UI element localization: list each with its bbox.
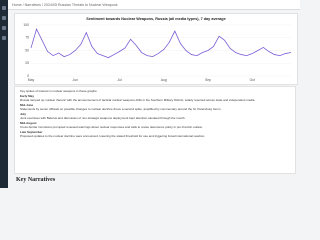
x-tick-label: Jun xyxy=(73,78,79,82)
item-title: Mid-June xyxy=(20,103,34,108)
section-heading: Key Narratives xyxy=(16,177,56,183)
item-text: Proposed updates to the nuclear doctrine… xyxy=(20,133,206,138)
nav-icon[interactable] xyxy=(2,6,6,10)
y-tick-label: 75 xyxy=(25,36,29,40)
nav-icon[interactable] xyxy=(2,36,6,40)
page: Home / Narratives / 2024/05 Russian Thre… xyxy=(0,0,300,188)
summary-intro: Key spikes of interest in nuclear weapon… xyxy=(20,89,98,93)
sidebar xyxy=(0,0,8,188)
y-tick-label: 25 xyxy=(25,61,29,65)
chart-title: Sentiment towards Nuclear Weapons, Russi… xyxy=(86,17,225,21)
x-tick-label: Jul xyxy=(117,78,122,82)
item-text: Cross-border incursions prompted renewed… xyxy=(20,124,203,129)
item-text: Statements by senior officials on possib… xyxy=(20,106,222,111)
nav-icon[interactable] xyxy=(2,16,6,20)
y-tick-label: 0 xyxy=(27,74,29,78)
item-title: Late September xyxy=(20,129,43,134)
summary-list: Early May Russia ramped up nuclear rhetor… xyxy=(20,94,290,138)
line xyxy=(30,27,292,59)
nav-icon[interactable] xyxy=(2,26,6,30)
chart: Sentiment towards Nuclear Weapons, Russi… xyxy=(23,17,292,82)
item-title: Early May xyxy=(20,94,35,99)
x-tick-label: Aug xyxy=(161,78,167,82)
summary: Key spikes of interest in nuclear weapon… xyxy=(14,86,296,174)
y-tick-label: 100 xyxy=(23,23,29,27)
item-text: Russia ramped up nuclear rhetoric with t… xyxy=(20,97,256,102)
breadcrumb[interactable]: Home / Narratives / 2024/05 Russian Thre… xyxy=(8,0,300,10)
chart-card: Sentiment towards Nuclear Weapons, Russi… xyxy=(14,13,298,85)
item-title: July xyxy=(20,112,27,117)
y-tick-label: 50 xyxy=(25,48,29,52)
x-tick-label: Sep xyxy=(205,78,211,82)
item-text: Joint exercises with Belarus and discuss… xyxy=(20,115,186,120)
x-tick-label: May xyxy=(28,78,35,82)
x-tick-label: Oct xyxy=(250,78,255,82)
item-title: Mid-August xyxy=(20,120,37,125)
